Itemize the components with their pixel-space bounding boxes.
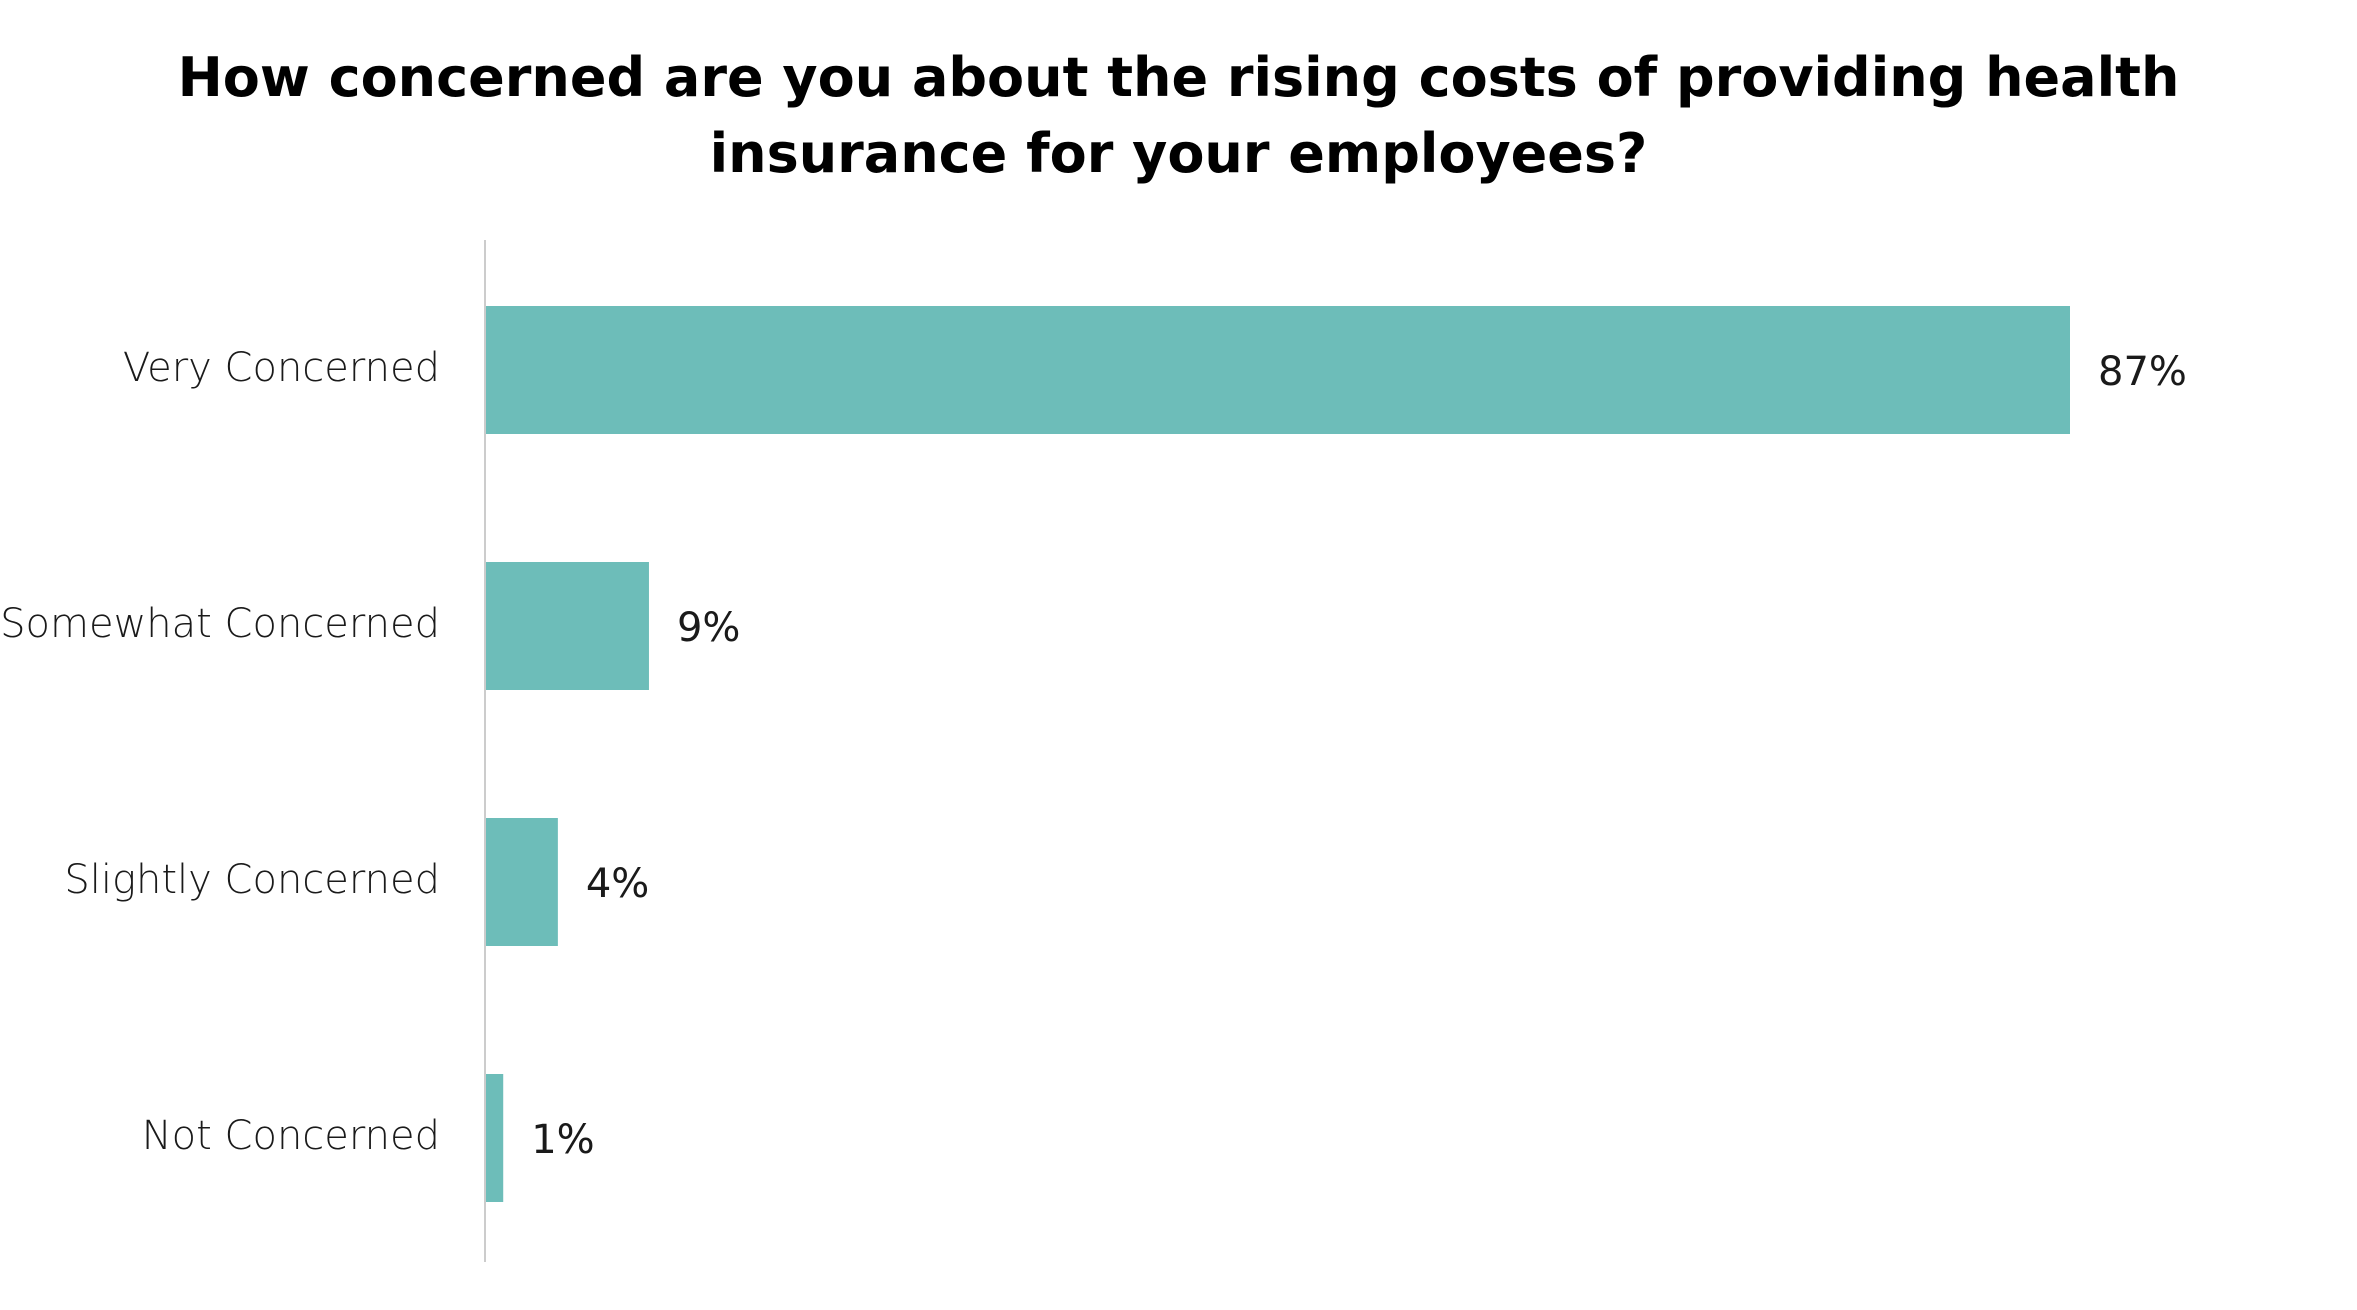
labels-layer: Very Concerned 87% Somewhat Concerned 9% Sli…	[0, 345, 2187, 1163]
bars-layer	[485, 306, 2070, 1202]
category-label-somewhat-concerned: Somewhat Concerned	[0, 601, 440, 647]
category-label-slightly-concerned: Slightly Concerned	[64, 857, 440, 903]
bar-slightly-concerned	[485, 818, 558, 946]
chart-title-line-1: How concerned are you about the rising c…	[177, 46, 2180, 109]
bar-not-concerned	[485, 1074, 504, 1202]
chart-title-line-2: insurance for your employees?	[709, 122, 1648, 185]
bar-somewhat-concerned	[485, 562, 649, 690]
bar-very-concerned	[485, 306, 2070, 434]
value-label-somewhat-concerned: 9%	[677, 605, 740, 651]
category-label-very-concerned: Very Concerned	[123, 345, 440, 391]
chart-title: How concerned are you about the rising c…	[0, 40, 2357, 192]
value-label-not-concerned: 1%	[531, 1117, 594, 1163]
category-label-not-concerned: Not Concerned	[142, 1113, 440, 1159]
value-label-very-concerned: 87%	[2098, 349, 2187, 395]
value-label-slightly-concerned: 4%	[586, 861, 649, 907]
